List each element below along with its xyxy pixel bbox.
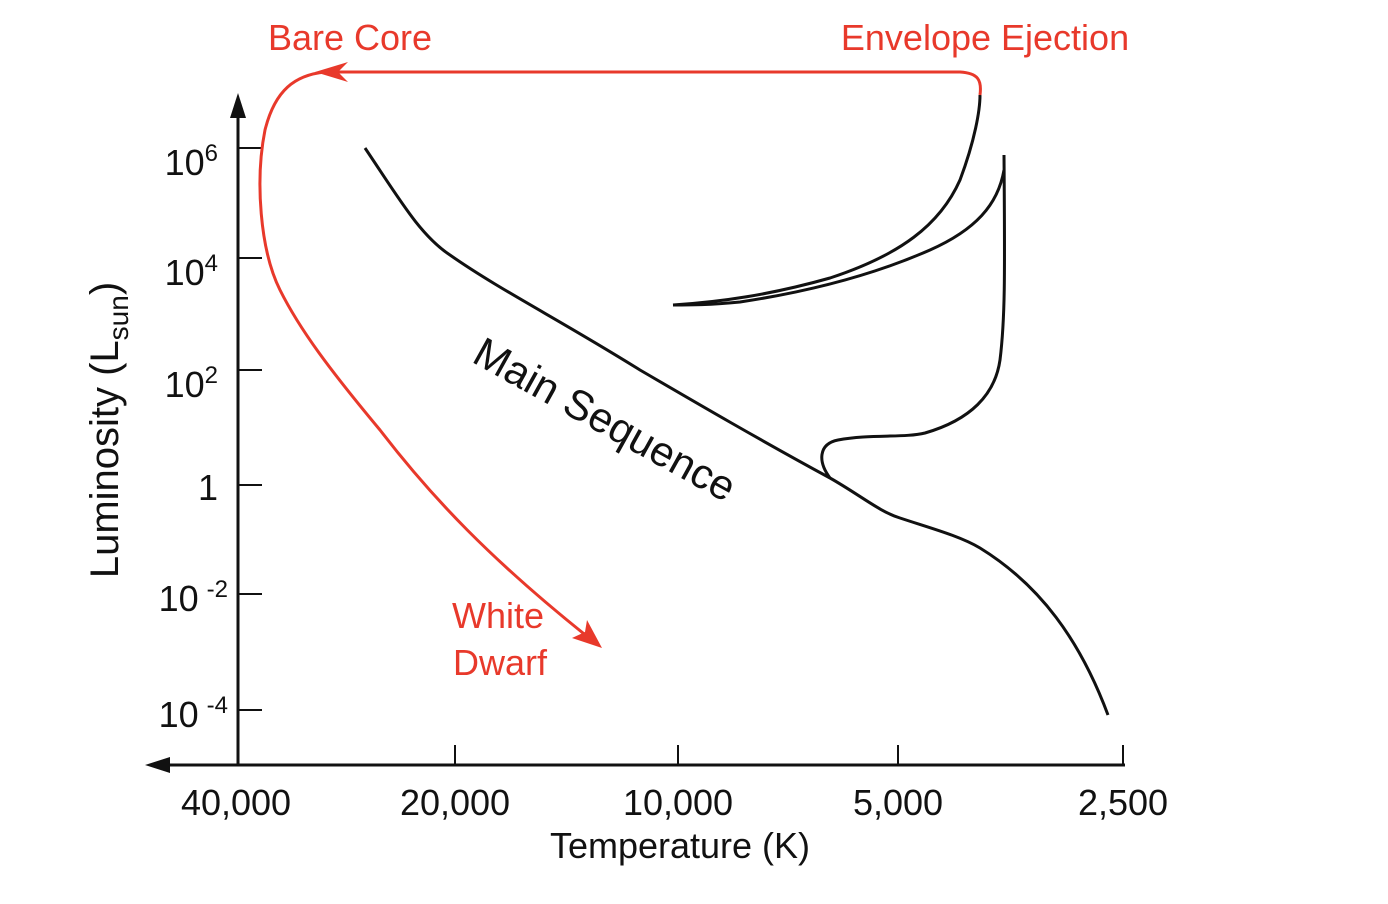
y-tick-label: 1 [198, 467, 218, 508]
y-axis-title: Luminosity (Lsun) [83, 282, 134, 578]
arrow-head [315, 62, 348, 82]
x-tick-label: 5,000 [853, 782, 943, 823]
y-tick-label: 104 [165, 250, 218, 293]
x-tick-label: 20,000 [400, 782, 510, 823]
x-tick-label: 2,500 [1078, 782, 1168, 823]
arrow-head [572, 620, 602, 648]
asymptotic-giant-branch [672, 94, 982, 307]
x-tick-label: 10,000 [623, 782, 733, 823]
y-tick-label: 10 -2 [159, 576, 228, 619]
label-bare-core: Bare Core [268, 17, 432, 58]
red-giant-branch [820, 154, 1007, 479]
x-axis-arrow [145, 757, 170, 773]
label-white-dwarf: White [452, 595, 544, 636]
y-tick-label: 106 [165, 140, 218, 183]
horizontal-branch [672, 169, 1006, 307]
x-tick-label: 40,000 [181, 782, 291, 823]
y-axis-arrow [230, 93, 246, 118]
y-tick-label: 102 [165, 362, 218, 405]
label-white-dwarf: Dwarf [453, 642, 548, 683]
main-sequence-track [363, 147, 1110, 716]
label-main-sequence: Main Sequence [466, 328, 744, 511]
label-envelope-ejection: Envelope Ejection [841, 17, 1129, 58]
y-ticks [238, 147, 262, 711]
x-axis-title: Temperature (K) [550, 825, 810, 866]
x-ticks [454, 745, 1124, 765]
y-tick-label: 10 -4 [159, 692, 228, 735]
